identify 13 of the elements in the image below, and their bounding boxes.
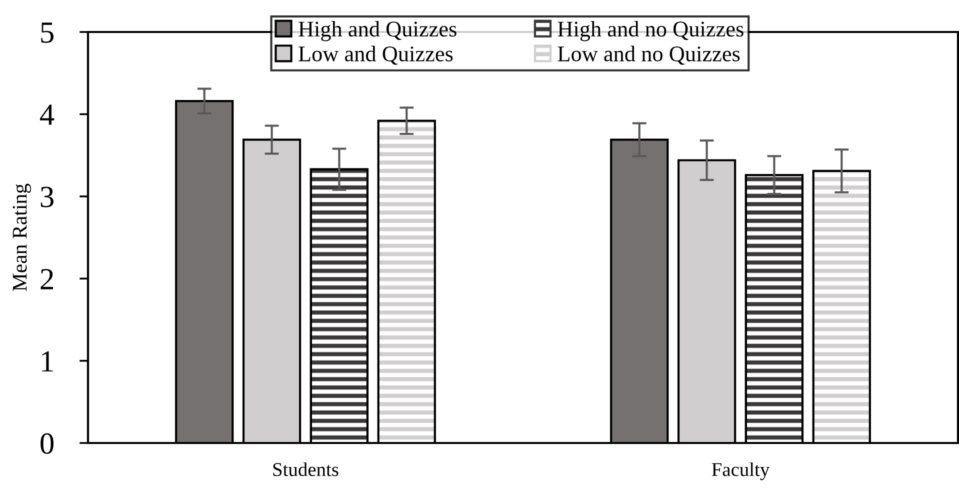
y-tick-label: 4 — [40, 104, 54, 125]
legend-label: High and no Quizzes — [558, 20, 744, 42]
y-tick-label: 2 — [40, 268, 53, 290]
x-tick-label: Students — [273, 462, 338, 476]
y-tick-label: 3 — [40, 186, 54, 208]
y-tick-label: 1 — [42, 351, 53, 372]
legend-label: High and Quizzes — [298, 20, 456, 42]
legend-label: Low and no Quizzes — [558, 46, 740, 65]
legend-label: Low and Quizzes — [298, 46, 453, 65]
y-tick-label: 5 — [41, 22, 54, 43]
y-tick-label: 0 — [40, 433, 54, 454]
y-axis-title: Mean Rating — [12, 184, 32, 291]
x-tick-label: Faculty — [712, 462, 770, 480]
